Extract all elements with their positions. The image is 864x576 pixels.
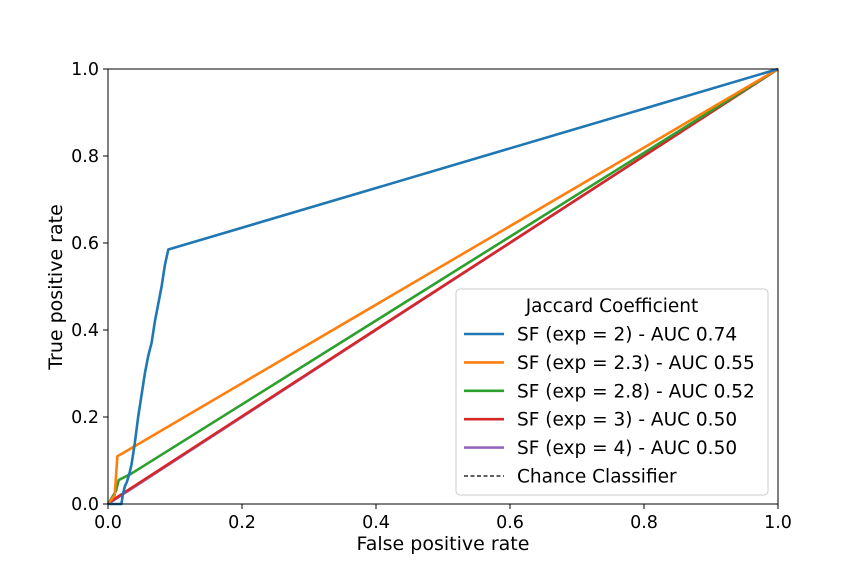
series-layer xyxy=(106,67,779,506)
legend-box xyxy=(455,288,769,496)
x-tick-label: 0.0 xyxy=(94,513,122,533)
x-tick-label: 1.0 xyxy=(764,513,792,533)
x-axis: 0.0 0.2 0.4 0.6 0.8 1.0 xyxy=(94,504,792,533)
legend: Jaccard Coefficient SF (exp = 2) - AUC 0… xyxy=(455,288,769,496)
y-tick-label: 0.6 xyxy=(71,234,99,254)
x-axis-label: False positive rate xyxy=(357,533,530,555)
y-tick-label: 0.8 xyxy=(71,147,99,167)
x-tick-label: 0.8 xyxy=(630,513,658,533)
legend-label: SF (exp = 2) - AUC 0.74 xyxy=(517,325,737,346)
legend-label: SF (exp = 3) - AUC 0.50 xyxy=(517,410,737,431)
x-tick-label: 0.4 xyxy=(362,513,390,533)
y-axis: 0.0 0.2 0.4 0.6 0.8 1.0 xyxy=(71,60,108,515)
legend-label: SF (exp = 2.3) - AUC 0.55 xyxy=(517,353,755,374)
legend-label: Chance Classifier xyxy=(517,467,677,488)
y-tick-label: 1.0 xyxy=(71,60,99,80)
plot-frame xyxy=(107,68,779,505)
legend-label: SF (exp = 2.8) - AUC 0.52 xyxy=(517,381,755,402)
y-tick-label: 0.4 xyxy=(71,321,99,341)
y-axis-label: True positive rate xyxy=(45,204,67,371)
legend-entries: SF (exp = 2) - AUC 0.74 SF (exp = 2.3) - … xyxy=(464,325,755,488)
x-tick-label: 0.6 xyxy=(496,513,524,533)
legend-label: SF (exp = 4) - AUC 0.50 xyxy=(517,438,737,459)
series-line-1 xyxy=(106,67,779,505)
x-tick-label: 0.2 xyxy=(228,513,256,533)
legend-title: Jaccard Coefficient xyxy=(525,296,699,317)
y-tick-label: 0.0 xyxy=(71,495,99,515)
series-line-0 xyxy=(108,67,779,506)
y-tick-label: 0.2 xyxy=(71,408,99,428)
